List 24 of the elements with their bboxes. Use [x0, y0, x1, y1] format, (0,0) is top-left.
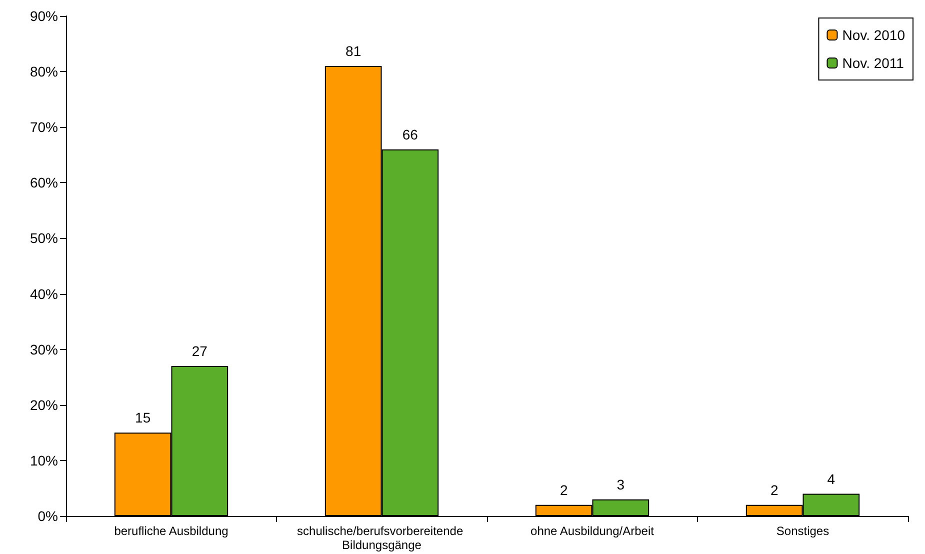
x-tick-label: berufliche Ausbildung — [114, 524, 228, 538]
data-label: 3 — [616, 476, 625, 492]
y-tick-label: 0% — [38, 508, 58, 524]
data-label: 81 — [346, 43, 362, 59]
y-tick-label: 30% — [30, 341, 58, 358]
legend-label: Nov. 2011 — [842, 55, 904, 71]
y-tick-label: 90% — [30, 8, 58, 24]
data-label: 15 — [135, 410, 151, 426]
x-tick-label: ohne Ausbildung/Arbeit — [530, 524, 655, 538]
data-label: 4 — [827, 470, 836, 487]
x-tick-label: Sonstiges — [776, 524, 830, 538]
data-label: 2 — [770, 482, 778, 498]
data-label: 66 — [402, 126, 418, 142]
data-label: 27 — [192, 343, 208, 359]
x-tick-label: schulische/berufsvorbereitende Bildungsgänge — [297, 524, 466, 552]
y-tick-label: 60% — [30, 174, 58, 191]
y-tick-label: 10% — [30, 452, 58, 468]
legend-label: Nov. 2010 — [842, 27, 906, 43]
y-tick-label: 50% — [30, 230, 58, 246]
data-label: 2 — [560, 482, 568, 498]
y-tick-label: 40% — [30, 286, 58, 302]
y-tick-label: 70% — [30, 119, 58, 136]
y-tick-label: 20% — [30, 396, 58, 413]
y-tick-label: 80% — [30, 64, 58, 80]
